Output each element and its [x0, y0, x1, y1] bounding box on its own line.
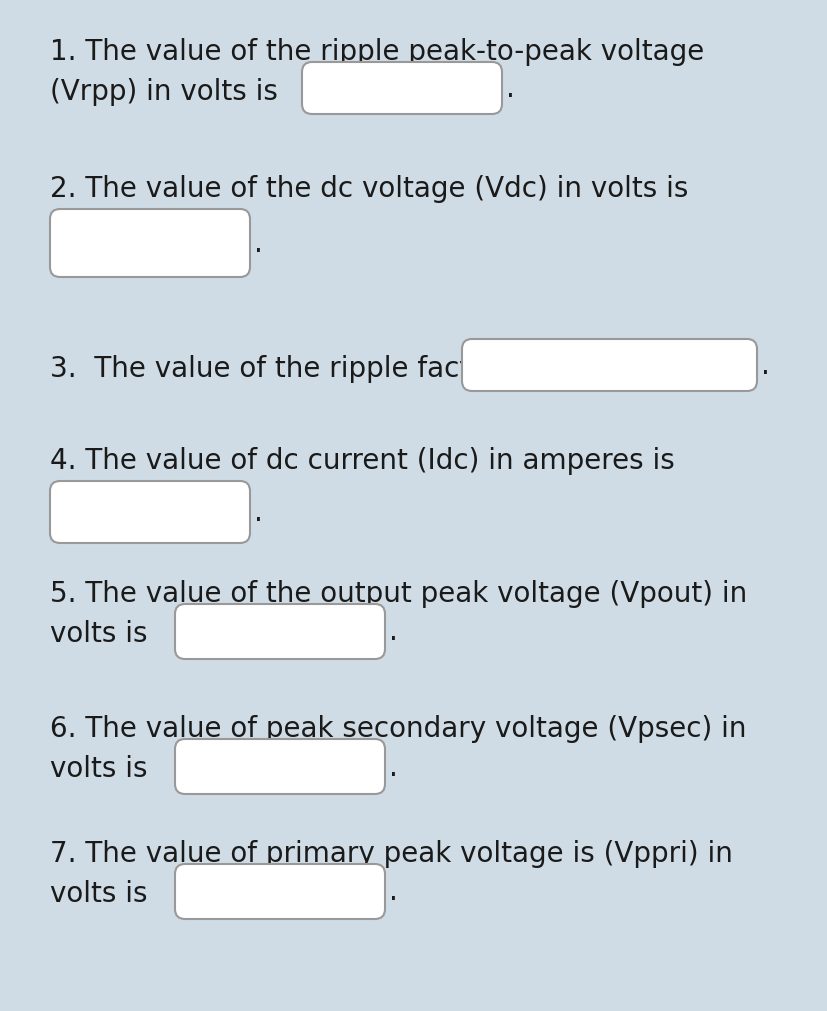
Text: 5. The value of the output peak voltage (Vpout) in: 5. The value of the output peak voltage … — [50, 579, 746, 608]
FancyBboxPatch shape — [174, 739, 385, 795]
FancyBboxPatch shape — [174, 605, 385, 659]
Text: .: . — [760, 352, 769, 379]
FancyBboxPatch shape — [461, 340, 756, 391]
Text: volts is: volts is — [50, 880, 147, 907]
Text: 6. The value of peak secondary voltage (Vpsec) in: 6. The value of peak secondary voltage (… — [50, 715, 746, 742]
FancyBboxPatch shape — [174, 864, 385, 919]
FancyBboxPatch shape — [50, 210, 250, 278]
Text: 3.  The value of the ripple factor is: 3. The value of the ripple factor is — [50, 355, 529, 382]
Text: 4. The value of dc current (Idc) in amperes is: 4. The value of dc current (Idc) in ampe… — [50, 447, 674, 474]
Text: 2. The value of the dc voltage (Vdc) in volts is: 2. The value of the dc voltage (Vdc) in … — [50, 175, 687, 203]
Text: .: . — [254, 229, 262, 258]
FancyBboxPatch shape — [302, 63, 501, 115]
Text: .: . — [389, 618, 398, 646]
Text: volts is: volts is — [50, 754, 147, 783]
Text: .: . — [254, 498, 262, 527]
FancyBboxPatch shape — [50, 481, 250, 544]
Text: (Vrpp) in volts is: (Vrpp) in volts is — [50, 78, 278, 106]
Text: volts is: volts is — [50, 620, 147, 647]
Text: .: . — [389, 878, 398, 906]
Text: .: . — [389, 753, 398, 780]
Text: .: . — [505, 75, 514, 103]
Text: 7. The value of primary peak voltage is (Vppri) in: 7. The value of primary peak voltage is … — [50, 839, 732, 867]
Text: 1. The value of the ripple peak-to-peak voltage: 1. The value of the ripple peak-to-peak … — [50, 38, 704, 66]
